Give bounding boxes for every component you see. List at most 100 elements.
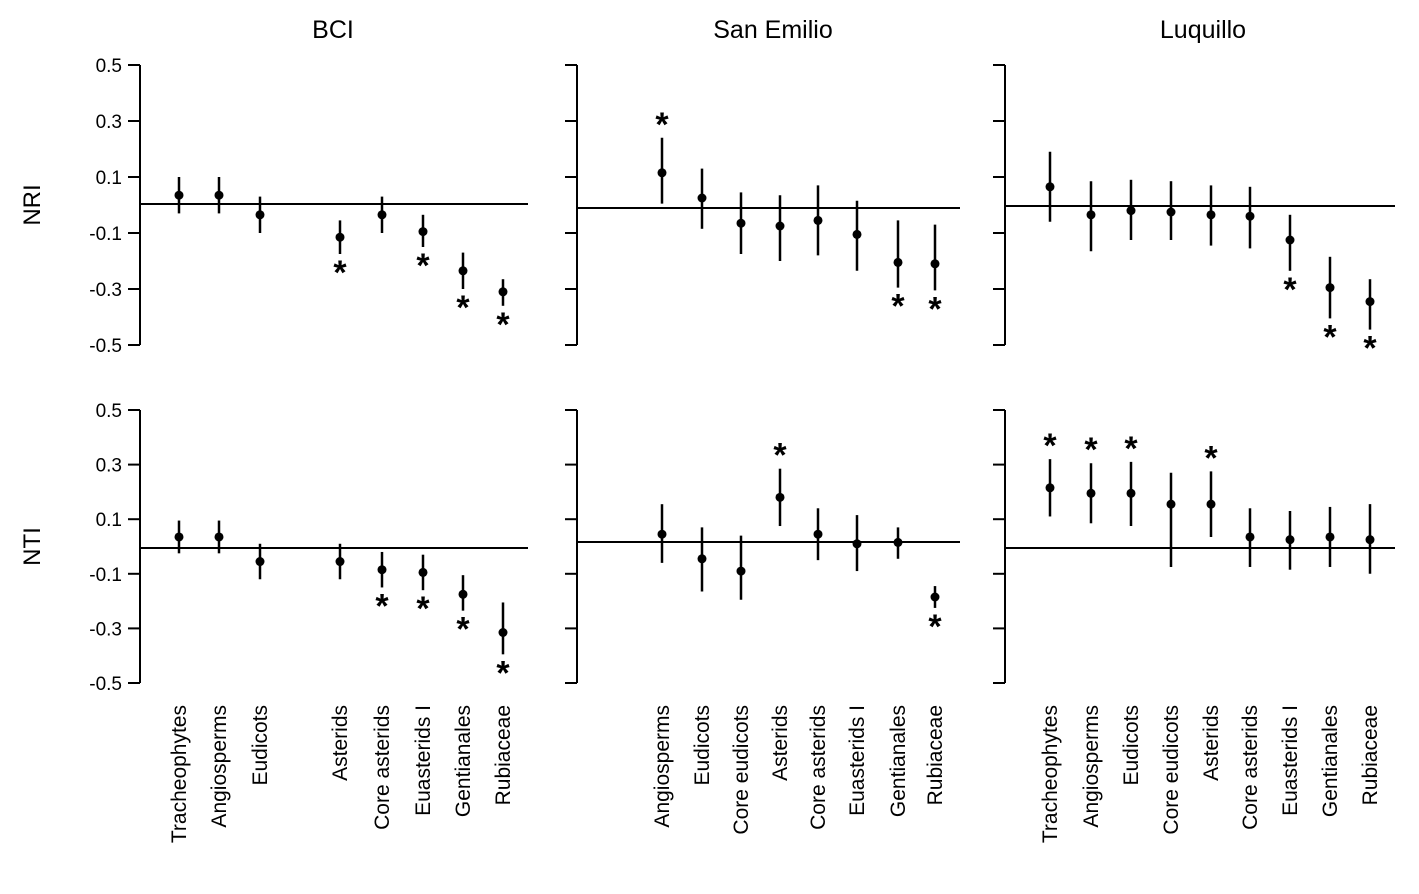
significance-star: * <box>1363 330 1377 368</box>
data-point <box>458 589 468 599</box>
category-label: Tracheophytes <box>1039 705 1062 843</box>
data-point <box>214 190 224 200</box>
plot-san-emilio-nti: ** <box>565 409 960 684</box>
plot-bci-nti: 0.5 0.3 0.1 -0.1 -0.3 -0.5 * * * * <box>89 401 528 695</box>
data-point <box>418 227 428 237</box>
data-point <box>697 554 707 564</box>
category-label: Eudicots <box>249 705 272 786</box>
data-point <box>1126 488 1136 498</box>
y-tick-label: -0.3 <box>89 619 122 640</box>
data-point <box>930 259 940 269</box>
category-label: Euasterids I <box>1279 705 1302 816</box>
category-label: Angiosperms <box>651 705 674 828</box>
category-label: Angiosperms <box>1080 705 1103 828</box>
category-label: Angiosperms <box>208 705 231 828</box>
data-point <box>852 539 862 549</box>
data-point <box>1285 235 1295 245</box>
data-point <box>1045 182 1055 192</box>
category-label: Core asterids <box>807 705 830 830</box>
data-point <box>498 627 508 637</box>
row-label: NTI <box>19 527 46 566</box>
category-label: Gentianales <box>452 705 475 817</box>
significance-star: * <box>1084 431 1098 469</box>
category-label: Eudicots <box>691 705 714 786</box>
y-tick-label: -0.5 <box>89 336 122 357</box>
panel-title: BCI <box>312 16 354 44</box>
significance-star: * <box>655 106 669 144</box>
category-label: Euasterids I <box>412 705 435 816</box>
data-point <box>1166 499 1176 509</box>
row-label: NRI <box>19 184 46 225</box>
plot-luquillo-nti: * * * * <box>993 409 1395 684</box>
significance-star: * <box>375 587 389 625</box>
data-point <box>377 565 387 575</box>
data-point <box>1325 532 1335 542</box>
category-label: Core asterids <box>371 705 394 830</box>
data-point <box>1285 535 1295 545</box>
data-point <box>255 210 265 220</box>
y-tick-label: 0.5 <box>96 56 122 77</box>
data-point <box>377 210 387 220</box>
category-label: Euasterids I <box>846 705 869 816</box>
category-label: Asterids <box>329 705 352 781</box>
data-point <box>893 537 903 547</box>
y-tick-label: 0.1 <box>96 510 122 531</box>
significance-star: * <box>1124 430 1138 468</box>
data-point <box>736 566 746 576</box>
data-point <box>1086 488 1096 498</box>
data-point <box>775 492 785 502</box>
category-label: Gentianales <box>887 705 910 817</box>
data-point <box>813 215 823 225</box>
panel-title: Luquillo <box>1160 16 1246 44</box>
panel-title: San Emilio <box>713 16 833 44</box>
significance-star: * <box>1323 318 1337 356</box>
y-tick-label: 0.5 <box>96 401 122 422</box>
category-label: Core eudicots <box>1160 705 1183 835</box>
data-point <box>255 557 265 567</box>
data-point <box>214 532 224 542</box>
data-point <box>697 193 707 203</box>
data-point <box>775 221 785 231</box>
significance-star: * <box>416 247 430 285</box>
category-label: Rubiaceae <box>924 705 947 805</box>
significance-star: * <box>928 290 942 328</box>
significance-star: * <box>456 611 470 649</box>
data-point <box>1206 210 1216 220</box>
data-point <box>458 266 468 276</box>
data-point <box>335 557 345 567</box>
data-point <box>930 592 940 602</box>
data-point <box>1045 483 1055 493</box>
data-point <box>1365 297 1375 307</box>
data-point <box>736 218 746 228</box>
significance-star: * <box>1204 439 1218 477</box>
y-tick-label: -0.3 <box>89 280 122 301</box>
significance-star: * <box>456 289 470 327</box>
data-point <box>174 532 184 542</box>
data-point <box>1325 283 1335 293</box>
y-tick-label: 0.1 <box>96 168 122 189</box>
category-label: Core eudicots <box>730 705 753 835</box>
y-tick-label: -0.1 <box>89 224 122 245</box>
data-point <box>1166 207 1176 217</box>
plot-san-emilio-nri: * * * <box>565 64 960 346</box>
significance-star: * <box>496 654 510 692</box>
significance-star: * <box>928 608 942 646</box>
data-point <box>1206 499 1216 509</box>
data-point <box>852 229 862 239</box>
y-tick-label: -0.5 <box>89 674 122 695</box>
data-point <box>498 287 508 297</box>
significance-star: * <box>891 288 905 326</box>
y-tick-label: 0.3 <box>96 112 122 133</box>
category-label: Gentianales <box>1319 705 1342 817</box>
category-label: Asterids <box>1200 705 1223 781</box>
data-point <box>813 529 823 539</box>
significance-star: * <box>773 437 787 475</box>
significance-star: * <box>1283 271 1297 309</box>
data-point <box>335 232 345 242</box>
plot-bci-nri: 0.5 0.3 0.1 -0.1 -0.3 -0.5 * * * * <box>89 56 528 357</box>
significance-star: * <box>1043 427 1057 465</box>
category-label: Rubiaceae <box>492 705 515 805</box>
category-label: Asterids <box>769 705 792 781</box>
plot-luquillo-nri: * * * <box>993 64 1395 368</box>
